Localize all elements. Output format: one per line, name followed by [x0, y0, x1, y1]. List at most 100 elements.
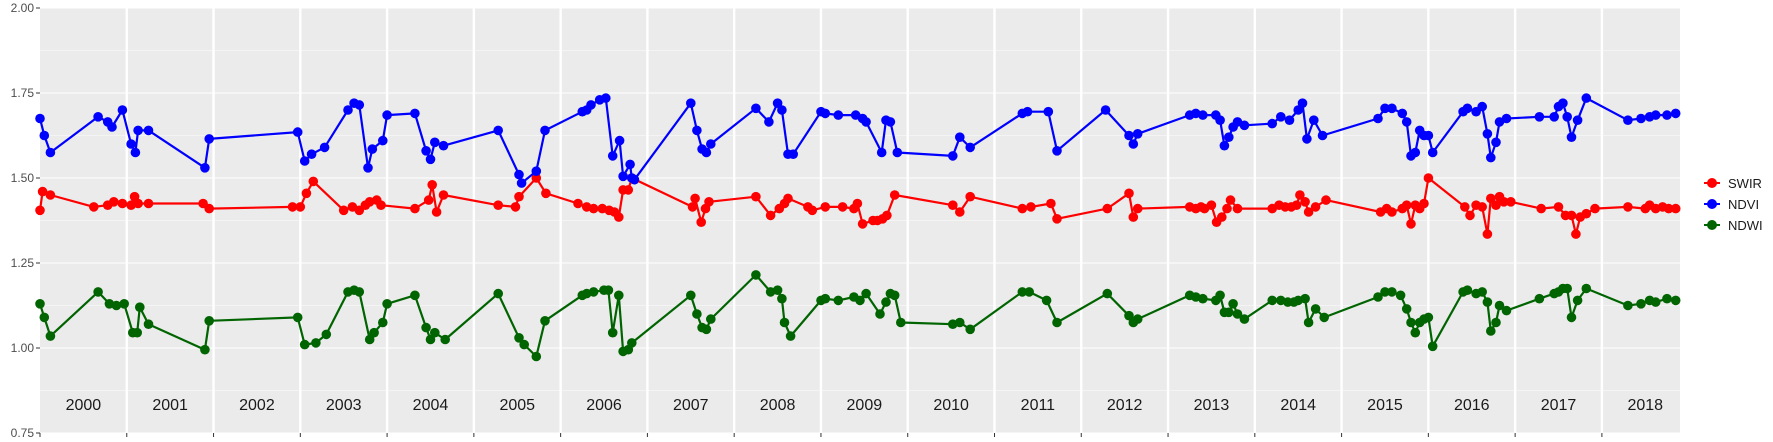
- data-point-ndwi: [1401, 304, 1412, 314]
- data-point-ndwi: [833, 295, 844, 306]
- data-point-ndvi: [965, 142, 975, 153]
- data-point-swir: [751, 191, 761, 202]
- data-point-swir: [1499, 197, 1509, 207]
- data-point-ndwi: [785, 331, 796, 341]
- data-point-ndvi: [1387, 103, 1397, 114]
- data-point-ndwi: [965, 324, 975, 335]
- data-point-swir: [1017, 203, 1028, 214]
- year-label: 2016: [1454, 397, 1490, 414]
- legend-marker: [1707, 220, 1717, 230]
- data-point-ndvi: [1566, 132, 1577, 142]
- data-point-swir: [287, 202, 298, 212]
- data-point-ndvi: [1380, 103, 1390, 114]
- data-point-ndvi: [701, 147, 712, 158]
- data-point-ndwi: [1494, 300, 1505, 311]
- grid-lines: [40, 7, 1680, 434]
- data-point-swir: [614, 212, 624, 222]
- data-point-ndvi: [892, 147, 903, 158]
- year-label: 2011: [1021, 397, 1056, 414]
- data-point-swir: [820, 202, 831, 212]
- data-point-swir: [438, 190, 449, 200]
- data-point-swir: [807, 205, 818, 216]
- data-point-swir: [1206, 200, 1217, 210]
- data-point-ndwi: [1224, 307, 1234, 318]
- data-point-ndwi: [119, 299, 129, 309]
- data-point-ndvi: [686, 98, 696, 108]
- data-point-ndwi: [531, 351, 542, 362]
- data-point-ndwi: [1462, 285, 1473, 296]
- data-point-ndwi: [35, 299, 45, 309]
- data-point-ndwi: [1566, 312, 1577, 323]
- data-point-ndvi: [382, 110, 392, 120]
- data-point-ndvi: [126, 139, 136, 149]
- data-point-ndwi: [881, 297, 891, 307]
- data-point-ndwi: [779, 317, 790, 328]
- data-point-swir: [1321, 195, 1331, 205]
- data-point-ndwi: [820, 293, 831, 304]
- data-point-ndvi: [955, 132, 965, 142]
- series-ndwi: [35, 270, 1681, 362]
- data-point-ndvi: [1462, 103, 1473, 114]
- data-point-ndwi: [1300, 293, 1310, 304]
- data-point-ndwi: [1380, 287, 1390, 297]
- data-point-swir: [37, 186, 48, 197]
- data-point-ndvi: [601, 93, 611, 103]
- data-point-swir: [45, 190, 56, 200]
- data-point-swir: [308, 176, 319, 187]
- data-point-ndwi: [686, 290, 696, 301]
- data-point-swir: [1225, 195, 1236, 205]
- data-point-swir: [1670, 203, 1681, 214]
- data-point-swir: [1623, 202, 1633, 212]
- data-point-ndvi: [618, 171, 628, 182]
- data-point-ndvi: [1128, 139, 1139, 149]
- year-label: 2008: [760, 397, 796, 414]
- data-point-swir: [133, 198, 143, 209]
- data-point-ndwi: [321, 329, 332, 340]
- legend-marker: [1707, 178, 1717, 188]
- data-point-swir: [1303, 207, 1314, 217]
- data-point-ndvi: [764, 117, 774, 127]
- data-point-ndvi: [143, 125, 154, 136]
- data-point-ndwi: [1650, 297, 1661, 307]
- data-point-ndvi: [516, 178, 527, 188]
- data-point-ndwi: [1052, 317, 1062, 328]
- data-point-ndvi: [1215, 115, 1225, 125]
- series-ndvi: [35, 93, 1681, 188]
- data-point-ndvi: [1477, 101, 1487, 112]
- y-tick-label: 2.00: [11, 1, 35, 15]
- data-point-swir: [338, 205, 349, 216]
- data-point-swir: [1566, 210, 1577, 221]
- data-point-ndvi: [200, 163, 210, 173]
- data-point-swir: [423, 195, 434, 205]
- data-point-ndvi: [319, 142, 330, 153]
- data-point-ndwi: [1427, 341, 1438, 352]
- data-point-swir: [514, 191, 524, 202]
- data-point-ndvi: [1224, 132, 1234, 142]
- data-point-ndwi: [378, 317, 388, 328]
- data-point-swir: [1465, 210, 1475, 221]
- data-point-swir: [295, 202, 306, 212]
- data-point-ndvi: [1239, 120, 1250, 131]
- data-point-ndvi: [299, 156, 310, 166]
- data-point-ndwi: [1486, 326, 1496, 336]
- data-point-ndvi: [540, 125, 550, 136]
- data-point-ndvi: [833, 110, 844, 120]
- data-point-swir: [696, 217, 706, 227]
- data-point-ndwi: [875, 309, 885, 319]
- data-point-ndvi: [1373, 113, 1383, 124]
- data-point-swir: [1553, 202, 1564, 212]
- data-point-ndwi: [1319, 312, 1329, 323]
- data-point-ndvi: [1410, 147, 1421, 158]
- data-point-swir: [889, 190, 900, 200]
- data-point-swir: [1295, 190, 1305, 200]
- data-point-swir: [1026, 202, 1036, 212]
- data-point-ndvi: [586, 100, 596, 110]
- data-point-ndvi: [430, 137, 440, 148]
- data-point-ndvi: [1309, 115, 1319, 125]
- data-point-ndvi: [885, 117, 896, 127]
- data-point-ndwi: [143, 319, 154, 330]
- data-point-ndwi: [1303, 317, 1314, 328]
- year-label: 2002: [239, 397, 275, 414]
- data-point-ndvi: [1581, 93, 1592, 103]
- data-point-ndvi: [1650, 110, 1661, 120]
